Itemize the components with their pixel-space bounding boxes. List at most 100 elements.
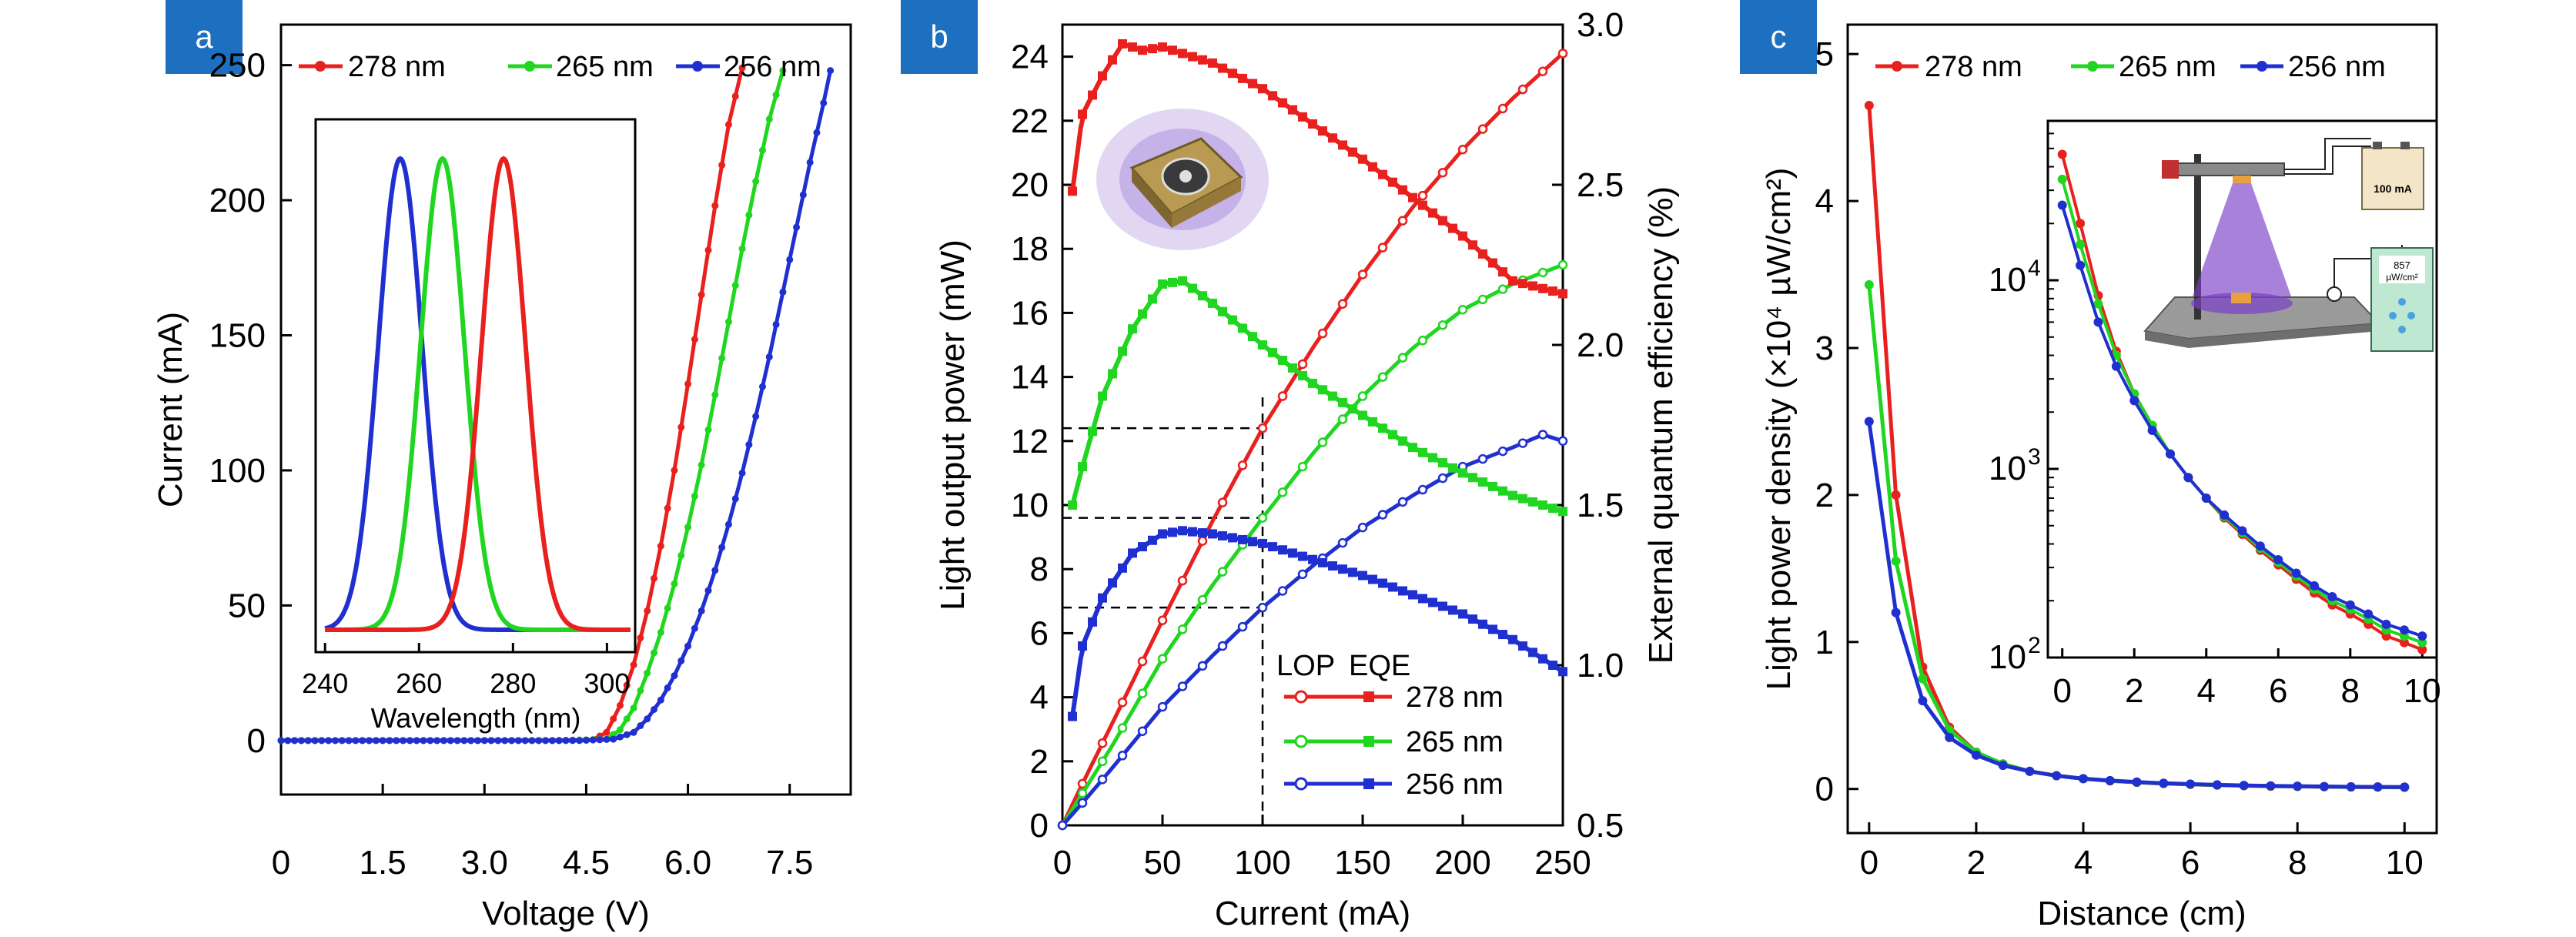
- b-lop-point-256-nm: [1177, 681, 1188, 691]
- c-x-tick-label-0: 0: [1860, 844, 1878, 882]
- b-lop-point-256-nm: [1297, 569, 1308, 580]
- a-point-256-nm: [745, 441, 753, 449]
- b-eqe-point-278-nm: [1098, 71, 1107, 81]
- c-inset-y-tick-label-2: 10: [1989, 638, 2026, 676]
- a-point-256-nm: [473, 737, 481, 745]
- c-point-256-nm: [1998, 761, 2008, 771]
- measurement-setup-schematic-icon: 100 mA 857 µW/cm²: [2143, 138, 2434, 352]
- c-inset-y-tick-exp-2: 2: [2028, 633, 2041, 658]
- b-lop-point-265-nm: [1217, 567, 1228, 577]
- a-point-256-nm: [582, 736, 590, 744]
- a-inset-x-tick-label-300: 300: [584, 668, 630, 699]
- b-eqe-point-256-nm: [1208, 529, 1217, 539]
- b-eqe-point-278-nm: [1558, 289, 1567, 299]
- c-inset-point-278-nm: [2057, 149, 2067, 159]
- c-point-256-nm: [1864, 417, 1874, 427]
- b-eqe-point-265-nm: [1278, 355, 1287, 365]
- a-point-256-nm: [440, 737, 447, 745]
- a-point-256-nm: [698, 607, 705, 614]
- b-lop-point-265-nm: [1297, 461, 1308, 472]
- b-eqe-point-265-nm: [1108, 369, 1117, 379]
- a-point-265-nm: [664, 604, 671, 612]
- b-eqe-point-278-nm: [1418, 200, 1427, 210]
- a-point-256-nm: [616, 733, 624, 741]
- c-point-265-nm: [1891, 556, 1901, 566]
- b-lop-point-265-nm: [1337, 414, 1348, 424]
- b-eqe-point-265-nm: [1528, 497, 1537, 507]
- legend-b-256: 256 nm: [1406, 768, 1504, 801]
- c-inset-point-256-nm: [2364, 609, 2374, 619]
- legend-b-278: 278 nm: [1406, 681, 1504, 714]
- b-lop-point-256-nm: [1157, 701, 1168, 712]
- panel-b-frame: [1061, 23, 1564, 827]
- b-eqe-point-278-nm: [1088, 90, 1097, 100]
- legend-a-265: 265 nm: [556, 51, 654, 83]
- a-point-256-nm: [820, 99, 828, 107]
- a-point-256-nm: [379, 737, 386, 745]
- c-point-265-nm: [1918, 674, 1928, 684]
- c-point-278-nm: [1891, 490, 1901, 500]
- b-y-tick-label-12: 12: [1011, 423, 1049, 460]
- panel-c-y-axis-label: Light power density (×10⁴ µW/cm²): [1760, 168, 1798, 691]
- b-eqe-point-278-nm: [1478, 249, 1487, 259]
- b-eqe-point-278-nm: [1178, 49, 1187, 59]
- b-eqe-point-256-nm: [1268, 542, 1277, 552]
- b-eqe-point-265-nm: [1068, 500, 1077, 510]
- c-point-256-nm: [1945, 732, 1955, 742]
- b-lop-point-278-nm: [1297, 359, 1308, 370]
- b-eqe-point-265-nm: [1488, 481, 1497, 491]
- a-point-278-nm: [704, 246, 712, 254]
- b-lop-point-265-nm: [1557, 259, 1568, 270]
- b-eqe-point-265-nm: [1088, 427, 1097, 437]
- a-point-265-nm: [752, 178, 760, 186]
- a-point-278-nm: [657, 542, 664, 550]
- b-eqe-point-265-nm: [1128, 324, 1137, 334]
- b-eqe-point-256-nm: [1228, 533, 1237, 543]
- a-point-278-nm: [718, 161, 726, 169]
- a-point-256-nm: [813, 129, 821, 136]
- b-eqe-point-278-nm: [1488, 258, 1497, 268]
- b-lop-point-256-nm: [1257, 602, 1268, 613]
- a-point-256-nm: [311, 737, 319, 745]
- legend-c-278: 278 nm: [1925, 51, 2022, 83]
- b-x-tick-label-50: 50: [1144, 844, 1182, 882]
- a-point-256-nm: [277, 737, 285, 745]
- b-eqe-point-265-nm: [1548, 504, 1557, 514]
- a-point-256-nm: [366, 737, 373, 745]
- c-point-256-nm: [2159, 778, 2169, 788]
- b-eqe-point-278-nm: [1368, 162, 1377, 172]
- b-eqe-point-256-nm: [1148, 535, 1157, 545]
- b-eqe-point-265-nm: [1408, 443, 1417, 453]
- b-lop-point-278-nm: [1517, 84, 1528, 95]
- b-eqe-point-265-nm: [1478, 477, 1487, 487]
- c-inset-point-256-nm: [2237, 526, 2247, 536]
- a-point-265-nm: [671, 580, 678, 587]
- c-inset-point-256-nm: [2220, 510, 2230, 520]
- c-inset-y-tick-label-3: 10: [1989, 450, 2026, 487]
- c-x-tick-label-8: 8: [2288, 844, 2307, 882]
- b-eqe-point-256-nm: [1528, 648, 1537, 658]
- a-point-256-nm: [691, 624, 698, 632]
- b-eqe-point-256-nm: [1348, 567, 1357, 577]
- b-eqe-point-265-nm: [1358, 410, 1367, 420]
- a-point-256-nm: [752, 413, 760, 420]
- b-lop-point-256-nm: [1337, 537, 1348, 548]
- b-eqe-point-265-nm: [1078, 462, 1087, 472]
- a-point-265-nm: [651, 649, 658, 657]
- b-y-tick-label-14: 14: [1011, 359, 1049, 397]
- c-inset-x-tick-label-2: 2: [2125, 672, 2143, 710]
- a-point-278-nm: [698, 291, 705, 299]
- b-lop-point-265-nm: [1397, 353, 1408, 363]
- b-lop-point-278-nm: [1157, 615, 1168, 626]
- a-point-256-nm: [677, 657, 685, 664]
- a-point-256-nm: [304, 737, 312, 745]
- b-eqe-point-265-nm: [1318, 385, 1327, 395]
- a-y-tick-label-0: 0: [247, 722, 266, 760]
- b-y-tick-label-20: 20: [1011, 166, 1049, 204]
- b-eqe-point-265-nm: [1388, 430, 1397, 440]
- panel-c-x-axis-label: Distance (cm): [2037, 895, 2246, 932]
- c-point-256-nm: [1918, 696, 1928, 706]
- b-eqe-point-278-nm: [1068, 186, 1077, 196]
- c-y-tick-label-2: 2: [1815, 477, 1834, 514]
- b-eqe-point-265-nm: [1458, 468, 1467, 478]
